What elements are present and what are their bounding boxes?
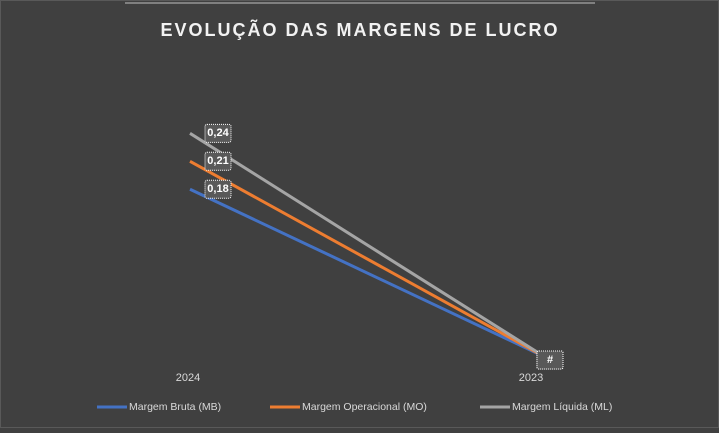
series-line	[189, 159, 546, 359]
series-line	[189, 132, 546, 359]
series-line	[189, 187, 546, 359]
value-label-box	[204, 151, 232, 171]
legend-label: Margem Operacional (MO)	[302, 401, 427, 413]
value-label-box	[204, 179, 232, 199]
value-label: 0,24	[207, 127, 229, 139]
value-label: 0,18	[207, 183, 228, 195]
legend-label: Margem Líquida (ML)	[512, 401, 612, 413]
value-label: 0,21	[207, 155, 228, 167]
value-label: #	[547, 354, 553, 366]
x-tick-label: 2024	[176, 372, 200, 384]
x-tick-label: 2023	[519, 372, 543, 384]
value-label-box	[204, 123, 232, 143]
value-label-box	[536, 350, 564, 370]
chart-title: EVOLUÇÃO DAS MARGENS DE LUCRO	[160, 19, 559, 40]
legend-label: Margem Bruta (MB)	[129, 401, 221, 413]
